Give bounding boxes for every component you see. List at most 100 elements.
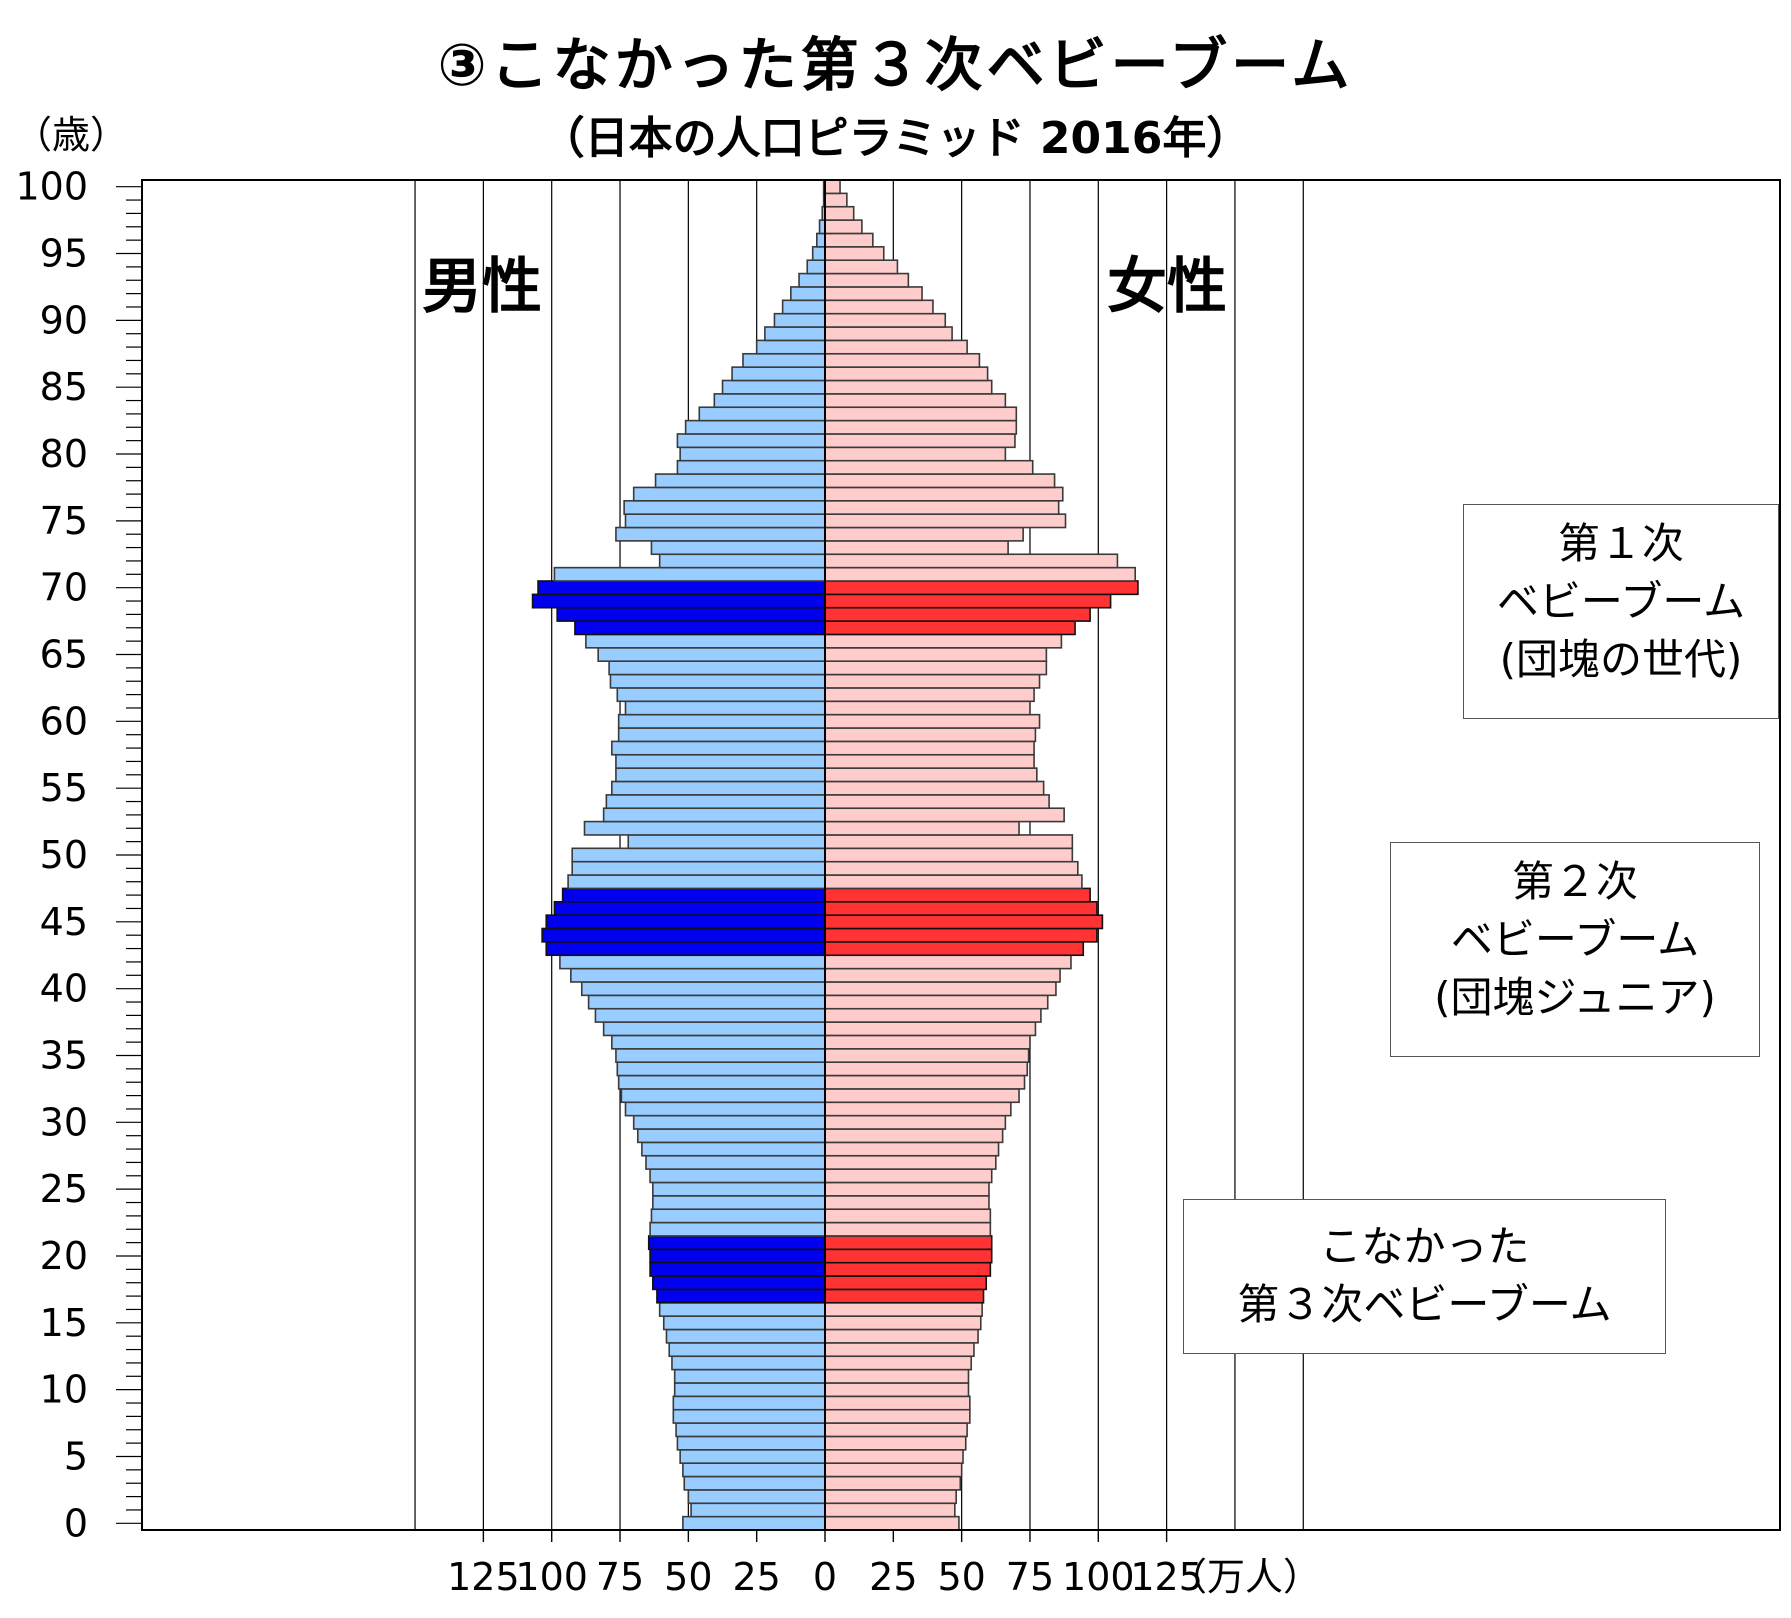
female-bar bbox=[824, 647, 1048, 662]
male-bar bbox=[615, 1048, 826, 1063]
female-bar bbox=[824, 954, 1072, 970]
male-bar bbox=[632, 1114, 826, 1130]
male-bar bbox=[764, 326, 826, 342]
male-bar bbox=[755, 339, 826, 355]
male-bar bbox=[616, 1061, 826, 1077]
male-bar bbox=[654, 473, 826, 489]
female-bar bbox=[824, 540, 1009, 556]
annotation-third-baby-boom: こなかった 第３次ベビーブーム bbox=[1183, 1199, 1666, 1354]
female-bar bbox=[824, 847, 1074, 863]
female-bar bbox=[824, 887, 1091, 903]
male-bar bbox=[742, 352, 826, 368]
female-bar bbox=[824, 446, 1007, 462]
female-bar bbox=[824, 1261, 992, 1277]
annotation-line: 第３次ベビーブーム bbox=[1237, 1280, 1612, 1329]
female-bar bbox=[824, 1408, 971, 1424]
male-bar bbox=[645, 1154, 826, 1170]
male-bar bbox=[721, 379, 826, 395]
y-tick-label: 85 bbox=[40, 365, 88, 409]
female-bar bbox=[824, 246, 885, 261]
y-tick-label: 70 bbox=[40, 566, 88, 610]
female-bar bbox=[824, 1422, 968, 1438]
male-bar bbox=[567, 874, 826, 890]
male-bar bbox=[561, 887, 826, 903]
male-bar bbox=[713, 393, 826, 409]
female-bar bbox=[824, 820, 1020, 836]
female-bar bbox=[824, 1368, 970, 1384]
y-tick-label: 30 bbox=[40, 1100, 88, 1144]
male-bar bbox=[585, 633, 826, 649]
male-bar bbox=[580, 981, 826, 997]
female-bar bbox=[824, 1168, 993, 1184]
male-bar bbox=[559, 954, 826, 970]
female-bar bbox=[824, 179, 841, 195]
bars bbox=[531, 179, 1139, 1531]
female-bar bbox=[824, 1235, 993, 1251]
male-bar bbox=[658, 553, 826, 569]
female-bar bbox=[824, 967, 1061, 983]
male-bar bbox=[684, 419, 826, 435]
male-bar bbox=[615, 753, 826, 769]
male-bar bbox=[541, 927, 826, 943]
male-bar bbox=[608, 660, 826, 676]
male-bar bbox=[650, 540, 826, 556]
x-tick-label: 50 bbox=[664, 1555, 712, 1599]
y-tick-label: 45 bbox=[40, 900, 88, 944]
y-tick-label: 15 bbox=[40, 1301, 88, 1345]
female-bar bbox=[824, 1435, 967, 1451]
annotation-line: (団塊の世代) bbox=[1499, 635, 1743, 684]
y-tick-label: 50 bbox=[40, 833, 88, 877]
female-bar bbox=[824, 927, 1098, 943]
male-bar bbox=[662, 1315, 826, 1331]
male-bar bbox=[617, 713, 826, 729]
male-bar bbox=[671, 1355, 826, 1371]
female-bar bbox=[824, 1315, 982, 1331]
female-bar bbox=[824, 1195, 990, 1211]
x-tick-label: 25 bbox=[869, 1555, 917, 1599]
male-bar bbox=[620, 1088, 826, 1104]
annotation-second-baby-boom: 第２次 ベビーブーム (団塊ジュニア) bbox=[1390, 842, 1760, 1057]
female-bar bbox=[824, 379, 993, 395]
male-bar bbox=[652, 1181, 826, 1197]
male-bar bbox=[676, 433, 826, 449]
male-bar bbox=[609, 673, 826, 689]
y-tick-label: 0 bbox=[64, 1501, 88, 1545]
male-bar bbox=[553, 566, 826, 582]
y-tick-label: 5 bbox=[64, 1434, 88, 1478]
male-bar bbox=[627, 834, 826, 850]
male-bar bbox=[602, 807, 826, 823]
male-bar bbox=[656, 1288, 826, 1304]
male-bar bbox=[624, 1101, 826, 1117]
female-bar bbox=[824, 1048, 1030, 1063]
female-bar bbox=[824, 874, 1083, 890]
y-tick-label: 60 bbox=[40, 699, 88, 743]
y-tick-label: 80 bbox=[40, 432, 88, 476]
female-bar bbox=[824, 660, 1048, 676]
male-bar bbox=[545, 914, 826, 930]
female-bar bbox=[824, 1007, 1042, 1023]
female-bar bbox=[824, 299, 934, 315]
female-bar bbox=[824, 459, 1034, 475]
tick-labels: 0 5 10 15 20 25 30 35 40 45 50 55 60 65 70 75 80 85 90 95 10… bbox=[15, 165, 1320, 1599]
female-bar bbox=[824, 580, 1139, 596]
male-bar bbox=[798, 272, 826, 288]
female-bar bbox=[824, 1462, 963, 1478]
female-bar bbox=[824, 366, 989, 382]
female-bar bbox=[824, 1154, 997, 1170]
female-bar bbox=[824, 1275, 988, 1291]
female-bar bbox=[824, 794, 1050, 810]
male-bar bbox=[682, 1462, 826, 1478]
y-tick-label: 10 bbox=[40, 1368, 88, 1412]
male-bar bbox=[811, 246, 826, 261]
female-bar bbox=[824, 1034, 1031, 1050]
male-bar bbox=[556, 606, 826, 622]
male-bar bbox=[571, 847, 826, 863]
annotation-line: ベビーブーム bbox=[1496, 577, 1746, 626]
x-tick-label: 100 bbox=[1062, 1555, 1135, 1599]
male-bar bbox=[673, 1382, 826, 1398]
female-bar bbox=[824, 1114, 1007, 1130]
male-bar bbox=[605, 794, 826, 810]
female-label: 女性 bbox=[1107, 252, 1227, 322]
male-bar bbox=[773, 312, 826, 328]
annotation-line: 第１次 bbox=[1557, 519, 1684, 568]
